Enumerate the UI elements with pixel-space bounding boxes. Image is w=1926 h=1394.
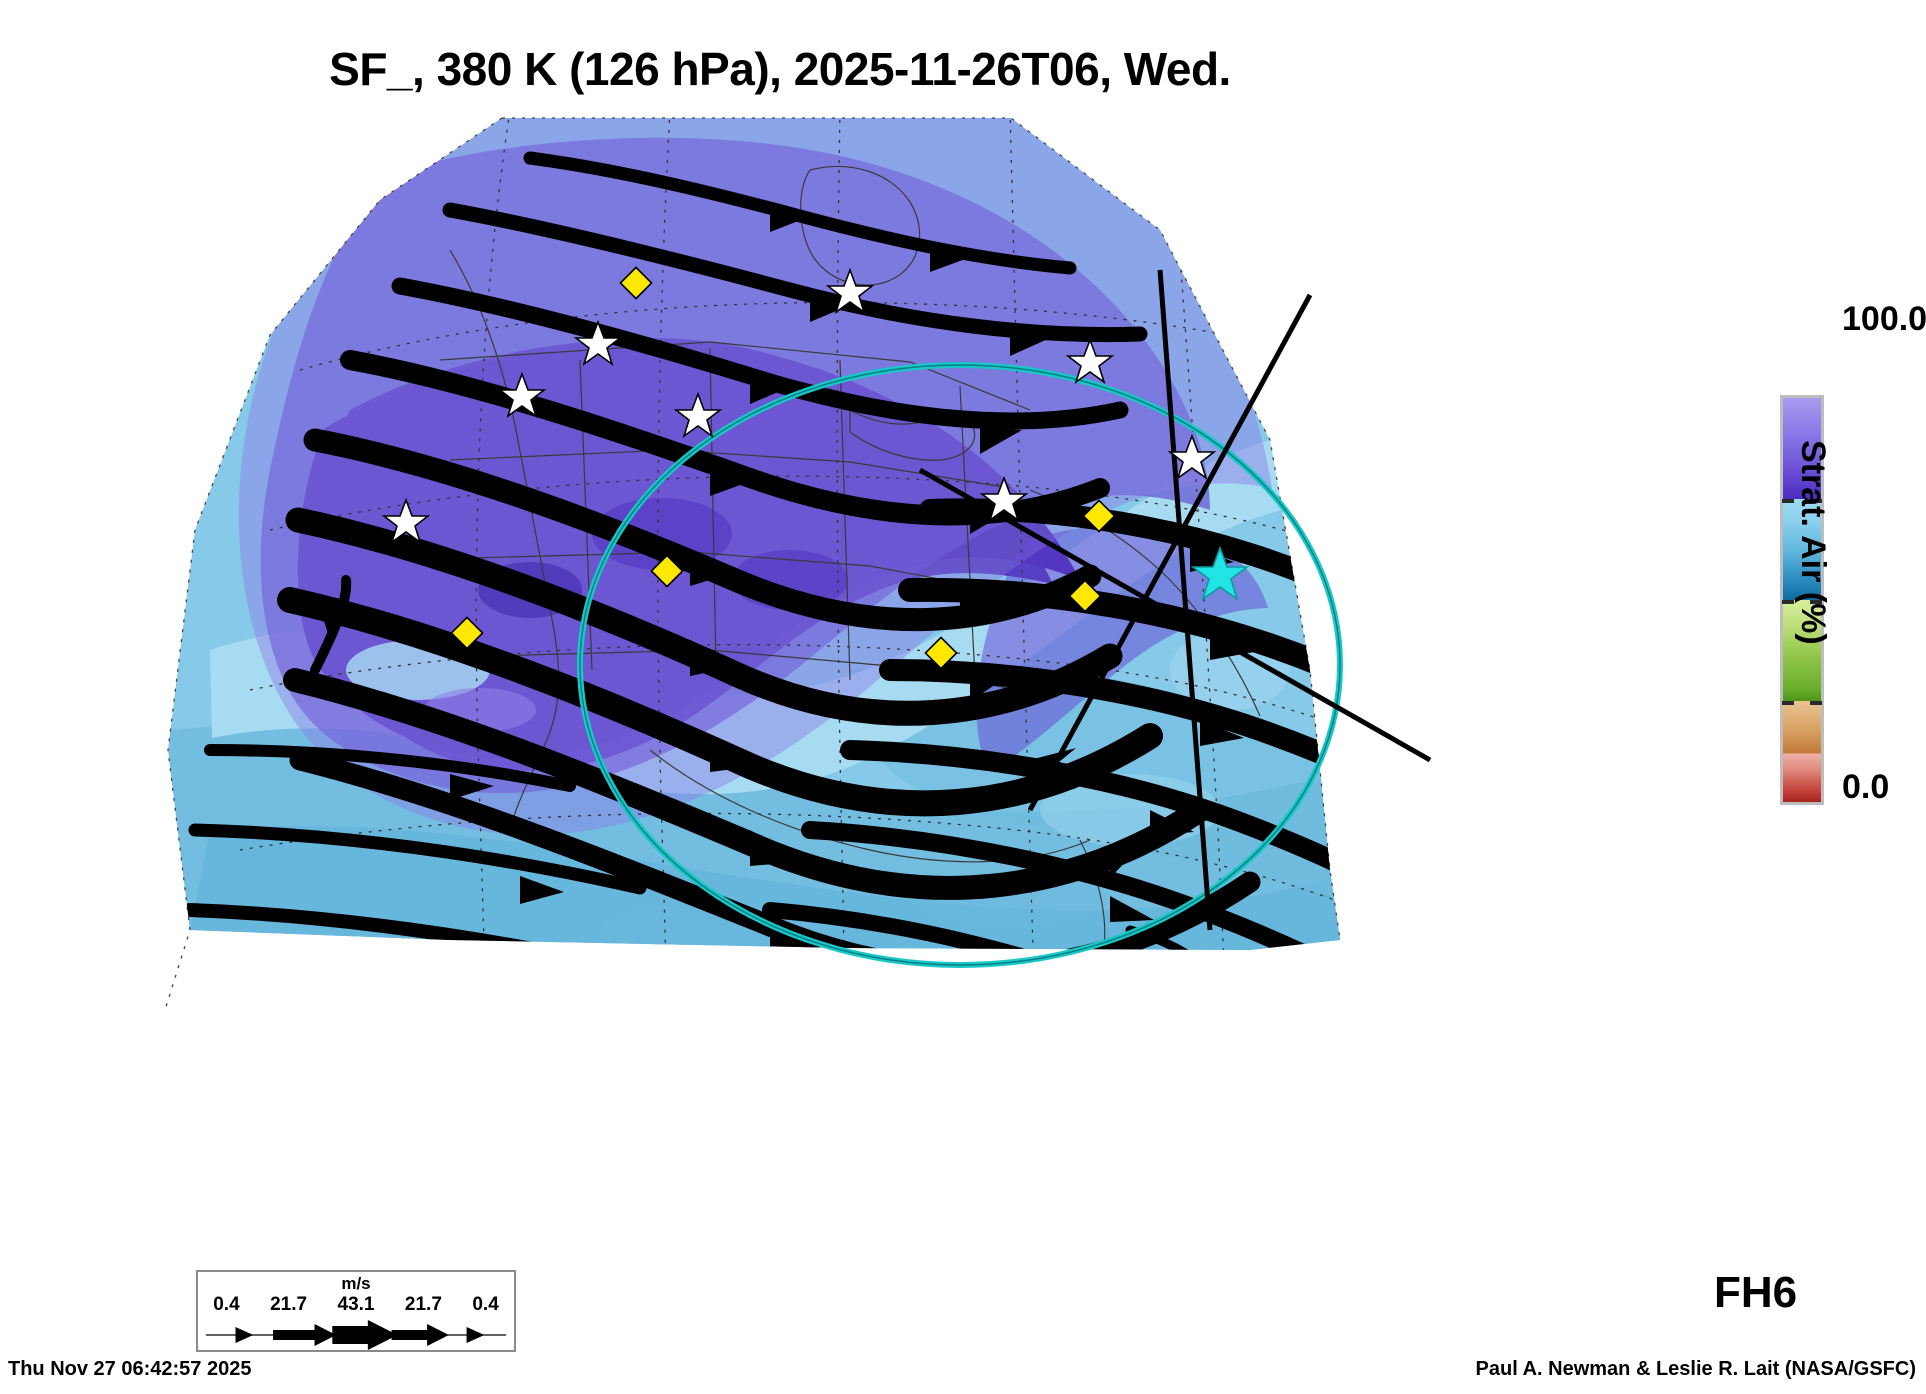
wind-tick-1: 0.4 xyxy=(213,1294,240,1315)
colorbar-tick-25-left xyxy=(1782,701,1794,705)
credit-line: Paul A. Newman & Leslie R. Lait (NASA/GS… xyxy=(1475,1358,1916,1380)
wind-tick-5: 0.4 xyxy=(472,1294,499,1315)
colorbar-min-label: 0.0 xyxy=(1842,768,1890,806)
flight-transects xyxy=(918,269,1432,931)
colorbar-max-label: 100.0 xyxy=(1842,300,1926,338)
wind-legend-units: m/s xyxy=(341,1274,371,1293)
colorbar-gradient xyxy=(1780,395,1824,805)
map-plot-area xyxy=(150,110,1570,1270)
wind-speed-legend: m/s 0.4 21.7 43.1 21.7 0.4 xyxy=(196,1270,516,1352)
base-station-marker xyxy=(1190,545,1250,601)
map-svg xyxy=(164,117,1432,1011)
wind-legend-arrows xyxy=(205,1320,507,1350)
map-boundary-left xyxy=(164,117,503,1011)
station-markers xyxy=(381,266,1250,670)
colorbar-tick-75-left xyxy=(1782,499,1794,503)
colorbar xyxy=(1780,395,1824,805)
colorbar-tick-50-right xyxy=(1810,600,1822,604)
colorbar-tick-25-right xyxy=(1810,701,1822,705)
wind-tick-2: 21.7 xyxy=(270,1294,308,1315)
colorbar-tick-75-right xyxy=(1810,499,1822,503)
range-ring-outline xyxy=(579,364,1341,966)
colorbar-tick-50-left xyxy=(1782,600,1794,604)
waypoint-markers xyxy=(450,266,1116,670)
page-title: SF_, 380 K (126 hPa), 2025-11-26T06, Wed… xyxy=(329,43,1231,95)
forecast-hour-label: FH6 xyxy=(1714,1268,1798,1317)
wind-tick-3: 43.1 xyxy=(337,1294,375,1315)
map-boundary xyxy=(502,117,1341,941)
generated-timestamp: Thu Nov 27 06:42:57 2025 xyxy=(8,1358,252,1380)
colorbar-axis-label: Strat. Air (%) xyxy=(1794,440,1832,645)
wind-tick-4: 21.7 xyxy=(404,1294,442,1315)
wind-legend-ticks: 0.4 21.7 43.1 21.7 0.4 xyxy=(198,1294,514,1316)
